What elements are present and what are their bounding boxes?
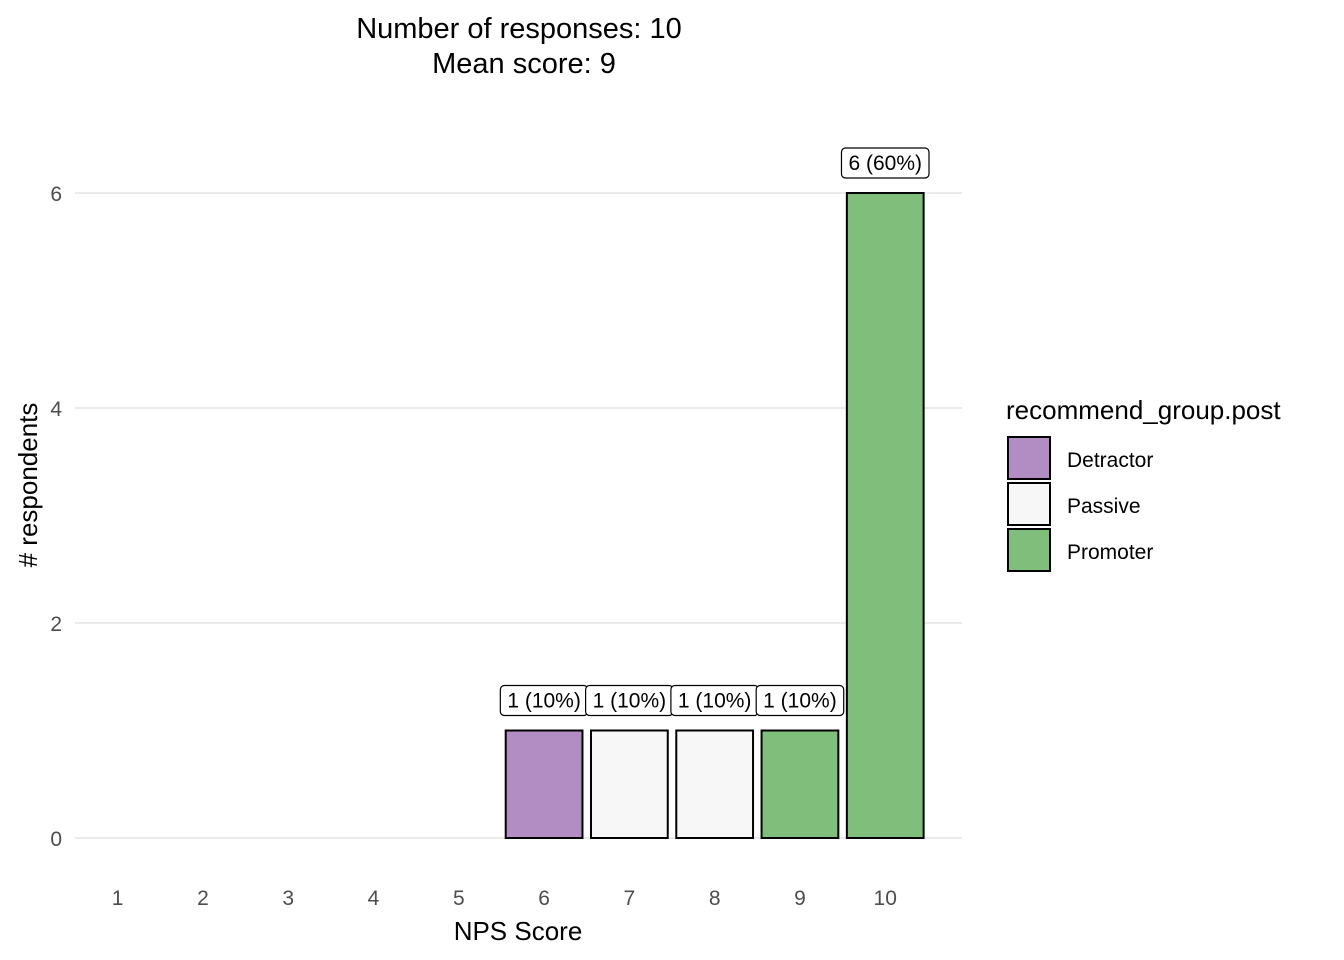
data-label-7: 1 (10%) [585, 684, 674, 717]
y-axis-ticks: 0 2 4 6 [50, 183, 62, 851]
data-label-8: 1 (10%) [670, 684, 760, 717]
y-axis-title: # respondents [13, 403, 43, 568]
legend-swatch [1007, 482, 1051, 526]
legend-items: Detractor Passive Promoter [1007, 436, 1153, 572]
y-tick-label: 4 [50, 398, 62, 421]
x-tick-label: 5 [453, 887, 465, 910]
bar-9 [760, 729, 840, 839]
chart-title: Number of responses: 10 Mean score: 9 [356, 13, 682, 80]
data-label-text: 1 (10%) [678, 690, 752, 713]
legend-swatch [1007, 436, 1051, 480]
x-tick-label: 6 [538, 887, 550, 910]
legend-item-promoter: Promoter [1007, 528, 1153, 572]
bars [504, 192, 925, 839]
bar-6 [504, 729, 584, 839]
legend-title: recommend_group.post [1006, 395, 1281, 425]
data-labels: 1 (10%) 1 (10%) 1 (10%) 1 (10%) 6 (60%) [499, 147, 930, 717]
data-label-6: 1 (10%) [499, 684, 589, 717]
legend-swatch [1007, 528, 1051, 572]
title-line-2: Mean score: 9 [432, 48, 616, 80]
x-tick-label: 9 [794, 887, 806, 910]
x-tick-label: 7 [624, 887, 636, 910]
x-axis-ticks: 1 2 3 4 5 6 7 8 9 10 [112, 887, 897, 910]
x-tick-label: 2 [197, 887, 209, 910]
legend-item-passive: Passive [1007, 482, 1141, 526]
x-axis-title: NPS Score [454, 916, 583, 946]
legend-label: Promoter [1067, 541, 1153, 564]
legend-label: Passive [1067, 495, 1141, 518]
y-tick-label: 6 [50, 183, 62, 206]
legend-item-detractor: Detractor [1007, 436, 1153, 480]
bar-8 [675, 729, 755, 839]
bar-10 [845, 192, 925, 839]
x-tick-label: 8 [709, 887, 721, 910]
legend-label: Detractor [1067, 449, 1153, 472]
y-tick-label: 0 [50, 828, 62, 851]
data-label-box [755, 684, 845, 717]
data-label-9: 1 (10%) [755, 684, 845, 717]
title-line-1: Number of responses: 10 [356, 13, 682, 45]
data-label-text: 6 (60%) [848, 152, 922, 175]
data-label-text: 1 (10%) [763, 690, 837, 713]
x-tick-label: 1 [112, 887, 124, 910]
legend: recommend_group.post Detractor Passive Pro… [1006, 395, 1281, 572]
data-label-box [840, 147, 930, 179]
data-label-text: 1 (10%) [507, 690, 581, 713]
x-tick-label: 10 [874, 887, 897, 910]
x-tick-label: 3 [282, 887, 294, 910]
bar-7 [589, 729, 669, 839]
data-label-10: 6 (60%) [840, 147, 930, 179]
y-tick-label: 2 [50, 613, 62, 636]
x-tick-label: 4 [368, 887, 380, 910]
data-label-text: 1 (10%) [593, 690, 667, 713]
